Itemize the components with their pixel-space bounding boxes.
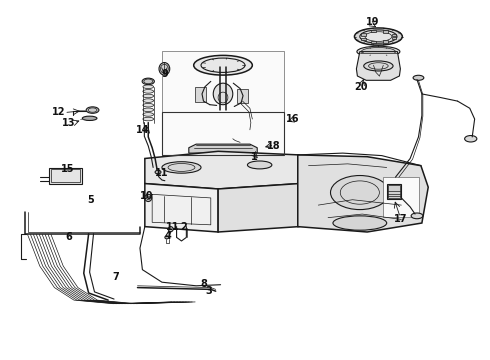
Polygon shape — [145, 151, 299, 189]
Bar — [361, 37, 366, 40]
Bar — [370, 30, 375, 32]
Bar — [392, 34, 396, 36]
Ellipse shape — [143, 117, 154, 121]
Ellipse shape — [411, 213, 423, 219]
Ellipse shape — [247, 161, 272, 169]
Ellipse shape — [143, 90, 154, 93]
Ellipse shape — [333, 216, 387, 230]
Ellipse shape — [357, 46, 400, 57]
Ellipse shape — [143, 108, 154, 112]
Bar — [195, 87, 206, 102]
Bar — [388, 185, 400, 198]
Ellipse shape — [162, 162, 201, 173]
Bar — [50, 169, 80, 182]
Text: 11: 11 — [155, 168, 169, 178]
Ellipse shape — [142, 78, 154, 85]
Bar — [49, 168, 82, 184]
Bar — [237, 89, 248, 103]
Text: 15: 15 — [61, 164, 75, 174]
Ellipse shape — [213, 83, 233, 105]
Text: 5: 5 — [88, 195, 95, 205]
Ellipse shape — [143, 94, 154, 98]
Ellipse shape — [168, 226, 173, 231]
Ellipse shape — [354, 28, 402, 45]
Ellipse shape — [194, 55, 252, 75]
Bar — [162, 112, 284, 155]
Polygon shape — [356, 51, 400, 80]
Bar — [383, 177, 419, 217]
Ellipse shape — [143, 103, 154, 107]
Ellipse shape — [143, 85, 154, 89]
Bar — [162, 51, 284, 155]
Bar — [387, 184, 401, 199]
Ellipse shape — [82, 116, 97, 121]
Text: 7: 7 — [112, 272, 119, 282]
Bar — [384, 40, 389, 43]
Polygon shape — [189, 144, 257, 153]
Bar — [384, 30, 389, 33]
Text: 8: 8 — [200, 279, 207, 289]
Text: 6: 6 — [66, 232, 73, 242]
Text: 3: 3 — [205, 286, 212, 296]
Text: 18: 18 — [267, 141, 280, 151]
Text: 19: 19 — [366, 17, 380, 27]
Text: 17: 17 — [393, 215, 407, 224]
Polygon shape — [145, 184, 218, 232]
Ellipse shape — [360, 30, 397, 43]
Ellipse shape — [155, 170, 161, 174]
Polygon shape — [218, 184, 299, 232]
Ellipse shape — [465, 135, 477, 142]
Text: 2: 2 — [180, 222, 187, 231]
Text: 13: 13 — [62, 118, 76, 128]
Text: 4: 4 — [165, 231, 171, 240]
Ellipse shape — [364, 61, 393, 71]
Text: 16: 16 — [286, 114, 299, 124]
Text: 12: 12 — [51, 107, 65, 117]
Ellipse shape — [143, 99, 154, 102]
Bar — [361, 33, 366, 36]
Bar — [392, 37, 396, 39]
Ellipse shape — [86, 107, 99, 113]
Ellipse shape — [159, 63, 170, 75]
Text: 14: 14 — [136, 125, 149, 135]
Ellipse shape — [413, 75, 424, 80]
Ellipse shape — [143, 113, 154, 116]
Polygon shape — [298, 155, 428, 232]
Text: 11: 11 — [166, 222, 179, 231]
Ellipse shape — [361, 48, 395, 56]
Ellipse shape — [331, 176, 389, 210]
Bar — [370, 41, 375, 43]
Text: 1: 1 — [251, 152, 258, 162]
Text: 20: 20 — [355, 82, 368, 92]
Text: 9: 9 — [161, 69, 168, 79]
Ellipse shape — [151, 166, 159, 175]
Ellipse shape — [145, 194, 152, 202]
Text: 10: 10 — [140, 191, 153, 201]
